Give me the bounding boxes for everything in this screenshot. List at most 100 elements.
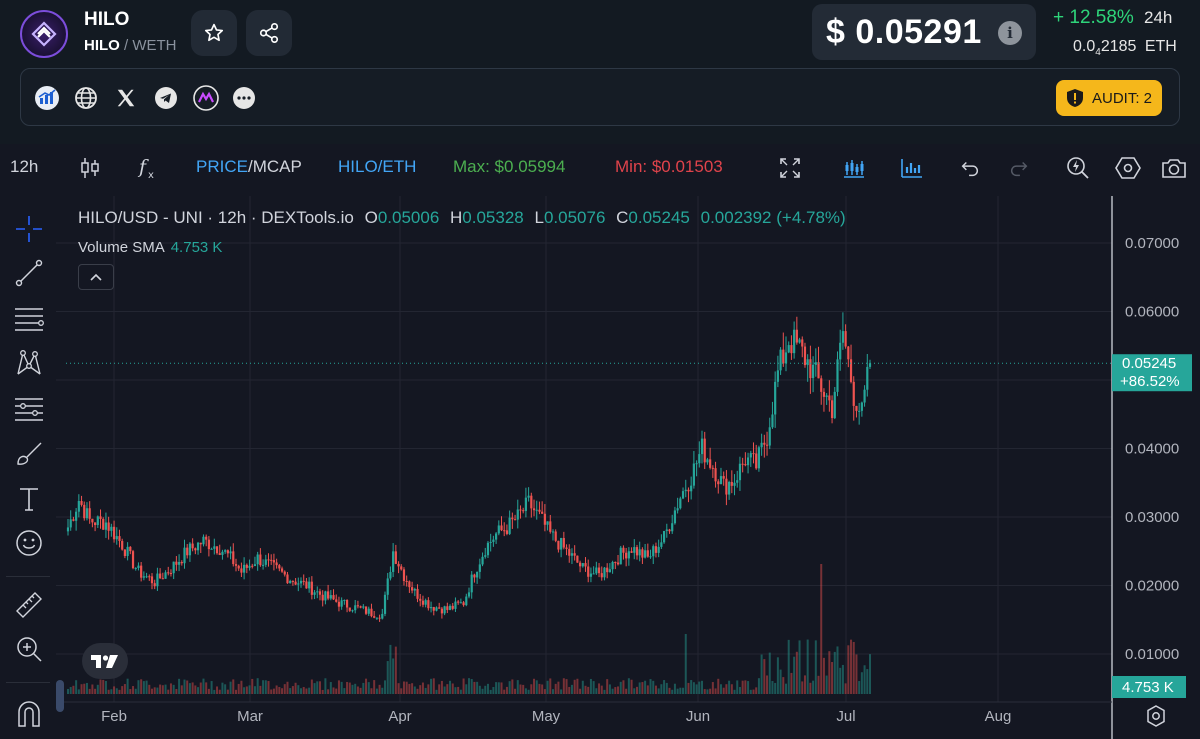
candle-body (560, 538, 563, 550)
candle-body (278, 565, 281, 569)
twitter-link[interactable] (113, 85, 139, 111)
brush-tool[interactable] (12, 436, 46, 470)
favorite-star-icon (204, 23, 224, 42)
candle-body (538, 509, 541, 512)
volume-bar (825, 675, 828, 694)
candle-body (839, 342, 842, 360)
candle-body (516, 509, 519, 520)
volume-bar (652, 680, 655, 694)
fullscreen-button[interactable] (776, 154, 804, 182)
crosshair-tool[interactable] (12, 212, 46, 246)
camera-icon (1162, 159, 1186, 178)
trades-chart-button[interactable] (840, 154, 868, 182)
audit-button[interactable]: AUDIT: 2 (1056, 80, 1162, 116)
max-price-label: Max: $0.05994 (453, 157, 566, 176)
candle-body (93, 522, 97, 526)
candlestick-chart[interactable]: 0.070000.060000.050000.040000.030000.020… (56, 196, 1200, 739)
trend-line-tool[interactable] (12, 256, 46, 290)
chart-settings-button[interactable] (1114, 154, 1142, 182)
tools-divider (6, 682, 50, 683)
redo-button[interactable] (1005, 154, 1033, 182)
aggregator-link[interactable] (193, 85, 219, 111)
dextools-link[interactable] (34, 85, 60, 111)
candle-body (787, 345, 790, 353)
candle-body (294, 581, 297, 585)
volume-bar (373, 680, 376, 694)
candle-body (392, 551, 395, 572)
pattern-tool[interactable] (12, 346, 46, 380)
telegram-link[interactable] (153, 85, 179, 111)
volume-bar (568, 686, 571, 694)
candle-body (790, 345, 793, 354)
volume-bar (595, 688, 598, 694)
emoji-tool[interactable] (12, 526, 46, 560)
candle-body (470, 574, 473, 593)
legend-open-key: O (364, 208, 378, 227)
website-link[interactable] (73, 85, 99, 111)
candle-body (690, 485, 693, 492)
candle-body (549, 521, 552, 532)
zoom-tool[interactable] (12, 632, 46, 666)
legend-close: 0.05245 (628, 208, 690, 227)
pair-toggle[interactable]: HILO/ETH (338, 157, 417, 176)
candle-body (110, 526, 113, 531)
candle-body (199, 542, 202, 545)
candle-body (354, 605, 357, 611)
volume-bar (863, 665, 866, 694)
candle-body (424, 600, 427, 605)
volume-chart-button[interactable] (898, 154, 926, 182)
volume-bar (310, 679, 313, 694)
measure-tool[interactable] (12, 588, 46, 622)
more-links-button[interactable] (231, 85, 257, 111)
volume-bar (121, 686, 124, 694)
quick-search-button[interactable] (1064, 154, 1092, 182)
volume-bar (346, 681, 349, 694)
volume-bar (191, 682, 194, 694)
candle-body (535, 509, 538, 511)
volume-bar (481, 688, 484, 694)
axis-settings-icon[interactable] (1144, 704, 1168, 728)
token-logo (20, 10, 68, 58)
collapse-legend-button[interactable] (78, 264, 114, 290)
candle-body (256, 554, 259, 565)
share-button[interactable] (246, 10, 292, 56)
x-twitter-icon (117, 89, 135, 107)
candle-body (622, 547, 625, 553)
indicators-button[interactable]: f x (134, 154, 162, 182)
chart-type-button[interactable] (76, 154, 104, 182)
candle-body (161, 578, 164, 580)
candle-body (172, 561, 175, 574)
volume-bar (592, 681, 595, 694)
volume-bar (476, 681, 479, 694)
candle-body (847, 346, 850, 360)
volume-bar (776, 657, 779, 694)
candle-body (809, 359, 812, 379)
volume-bar (210, 681, 213, 694)
price-info-icon[interactable]: i (998, 21, 1022, 45)
x-tick-label: May (532, 708, 561, 725)
magnet-tool[interactable] (12, 696, 46, 730)
candle-body (221, 551, 224, 555)
favorite-button[interactable] (191, 10, 237, 56)
eth-price: 0.042185 ETH (1073, 38, 1177, 58)
forecast-tool[interactable] (12, 392, 46, 426)
volume-bar (581, 680, 584, 694)
price-mcap-toggle[interactable]: PRICE/MCAP (196, 157, 302, 177)
screenshot-button[interactable] (1160, 154, 1188, 182)
candle-body (863, 389, 866, 403)
volume-bar (413, 686, 416, 694)
price-chart[interactable]: 0.070000.060000.050000.040000.030000.020… (56, 196, 1200, 739)
candle-body (703, 438, 706, 463)
volume-bar (831, 662, 834, 694)
candle-body (134, 568, 137, 570)
text-tool[interactable] (12, 482, 46, 516)
volume-bar (451, 683, 454, 694)
candle-body (568, 548, 571, 556)
volume-bar (354, 683, 357, 694)
candle-body (700, 438, 704, 455)
volume-bar (164, 684, 167, 694)
tradingview-logo[interactable] (82, 643, 128, 679)
fib-tool[interactable] (12, 302, 46, 336)
interval-selector[interactable]: 12h (10, 157, 39, 176)
undo-button[interactable] (956, 154, 984, 182)
